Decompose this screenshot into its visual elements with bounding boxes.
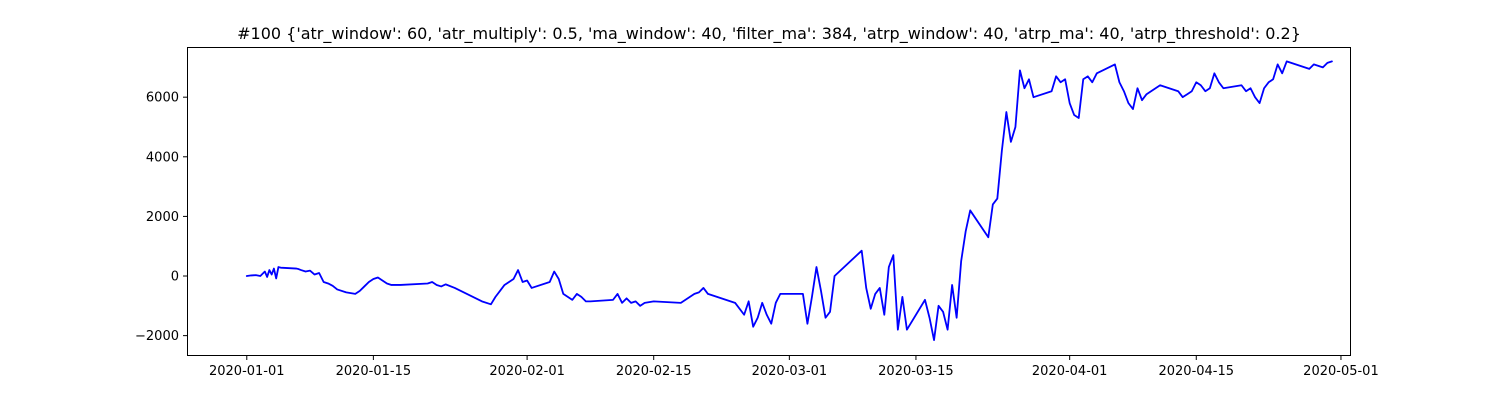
x-tick-label: 2020-02-15: [616, 364, 692, 379]
x-tick-label: 2020-03-15: [878, 364, 954, 379]
y-axis: −2000 0 2000 4000 6000: [135, 91, 188, 344]
y-tick-label: 2000: [146, 210, 179, 225]
x-tick-label: 2020-04-01: [1032, 364, 1108, 379]
series-line-0: [245, 60, 1333, 342]
y-tick-label: 4000: [146, 150, 179, 165]
y-tick-label: −2000: [135, 329, 179, 344]
x-tick-label: 2020-02-01: [489, 364, 565, 379]
plot-area: [245, 60, 1333, 342]
x-tick-label: 2020-01-01: [209, 364, 285, 379]
x-tick-label: 2020-01-15: [336, 364, 412, 379]
x-tick-label: 2020-05-01: [1303, 364, 1379, 379]
x-tick-label: 2020-03-01: [752, 364, 828, 379]
x-tick-label: 2020-04-15: [1158, 364, 1234, 379]
x-axis: 2020-01-01 2020-01-15 2020-02-01 2020-02-15…: [209, 355, 1379, 379]
y-tick-label: 0: [171, 270, 179, 285]
y-tick-label: 6000: [146, 91, 179, 106]
chart-title: #100 {'atr_window': 60, 'atr_multiply': …: [237, 24, 1301, 44]
axes-frame: [187, 47, 1351, 356]
